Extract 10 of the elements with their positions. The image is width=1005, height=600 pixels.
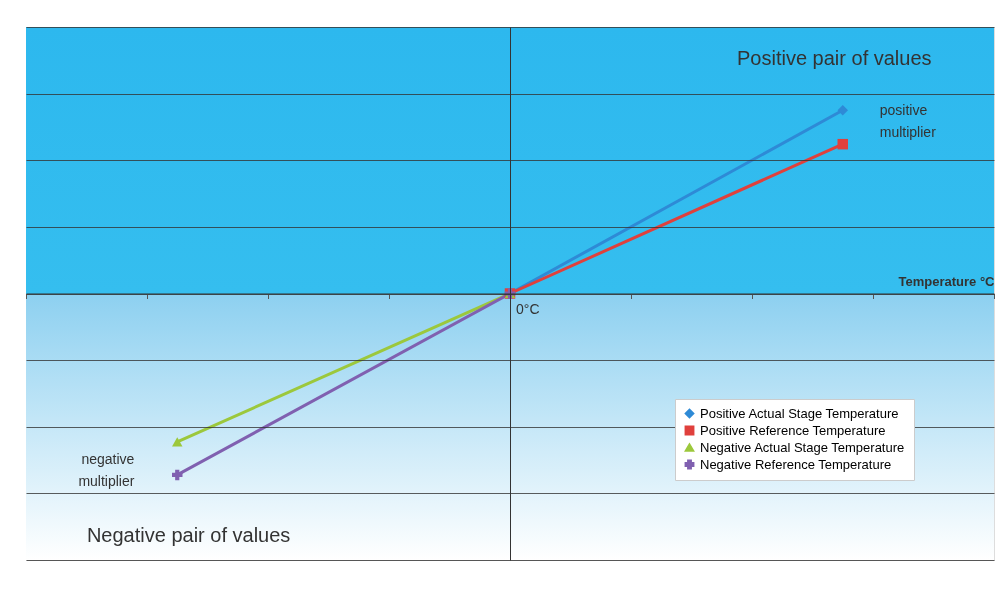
annotation: positive multiplier	[879, 102, 937, 140]
legend-label: Positive Reference Temperature	[700, 422, 886, 438]
legend-label: Negative Reference Temperature	[700, 456, 892, 472]
x-axis-title: Temperature °C	[898, 274, 996, 289]
legend-label: Negative Actual Stage Temperature	[700, 439, 905, 455]
annotation: 0°C	[516, 300, 540, 317]
legend-label: Positive Actual Stage Temperature	[700, 405, 899, 421]
text: Negative pair of values	[86, 524, 291, 546]
annotation: negative multiplier	[78, 451, 135, 489]
text: Positive pair of values	[737, 47, 932, 69]
